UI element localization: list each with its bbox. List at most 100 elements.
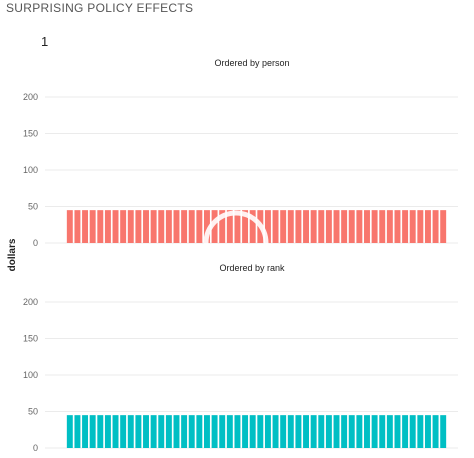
bar bbox=[120, 415, 127, 448]
bar bbox=[379, 415, 386, 448]
y-tick-label: 50 bbox=[28, 202, 38, 212]
bar bbox=[440, 415, 447, 448]
y-tick-label: 150 bbox=[23, 129, 38, 139]
bar bbox=[272, 415, 279, 448]
bar bbox=[402, 415, 409, 448]
bar bbox=[333, 210, 340, 243]
y-tick-label: 0 bbox=[33, 238, 38, 248]
bar bbox=[386, 415, 393, 448]
bar bbox=[348, 210, 355, 243]
bar bbox=[280, 415, 287, 448]
bar bbox=[150, 210, 157, 243]
bar bbox=[242, 210, 249, 243]
bar bbox=[371, 210, 378, 243]
bar bbox=[66, 415, 73, 448]
loading-spinner-icon bbox=[203, 210, 269, 246]
bar bbox=[66, 210, 73, 243]
bar bbox=[89, 210, 96, 243]
bar bbox=[211, 210, 218, 243]
bar bbox=[341, 415, 348, 448]
bar bbox=[303, 415, 309, 448]
bar bbox=[364, 415, 370, 448]
bar bbox=[127, 210, 134, 243]
y-tick-label: 50 bbox=[28, 407, 38, 417]
bar bbox=[257, 415, 264, 448]
bar bbox=[97, 415, 104, 448]
panel-title: Ordered by person bbox=[214, 58, 289, 68]
bar bbox=[181, 415, 188, 448]
bar bbox=[104, 415, 111, 448]
bar bbox=[417, 210, 424, 243]
bar bbox=[341, 210, 348, 243]
bar bbox=[303, 210, 309, 243]
bar bbox=[181, 210, 188, 243]
bar bbox=[158, 415, 165, 448]
bar bbox=[432, 415, 439, 448]
bar bbox=[173, 415, 180, 448]
bar bbox=[135, 210, 142, 243]
bar bbox=[264, 210, 271, 243]
bar bbox=[402, 210, 409, 243]
bar bbox=[234, 415, 241, 448]
bar bbox=[356, 415, 363, 448]
bar bbox=[226, 210, 233, 243]
bar bbox=[82, 415, 89, 448]
bar bbox=[150, 415, 157, 448]
bar bbox=[394, 210, 401, 243]
bar bbox=[440, 210, 447, 243]
bar bbox=[310, 210, 317, 243]
bar bbox=[97, 210, 104, 243]
bar bbox=[310, 415, 317, 448]
chart-panel-1: 0 50 100 150 200 Ordered by person bbox=[23, 58, 458, 248]
bar bbox=[226, 415, 233, 448]
bar bbox=[120, 210, 127, 243]
slide-number: 1 bbox=[41, 34, 49, 49]
bar bbox=[219, 210, 226, 243]
bar bbox=[371, 415, 378, 448]
bar bbox=[196, 210, 203, 243]
bar bbox=[318, 210, 325, 243]
bar bbox=[196, 415, 203, 448]
bar bbox=[234, 210, 241, 243]
y-tick-label: 0 bbox=[33, 443, 38, 453]
bar bbox=[295, 210, 302, 243]
bar bbox=[356, 210, 363, 243]
y-tick-label: 200 bbox=[23, 297, 38, 307]
y-axis-label: dollars bbox=[7, 238, 18, 271]
bar bbox=[417, 415, 424, 448]
bar bbox=[242, 415, 249, 448]
bar bbox=[135, 415, 142, 448]
bar bbox=[386, 210, 393, 243]
bar bbox=[74, 210, 81, 243]
bar bbox=[112, 210, 119, 243]
bar bbox=[188, 210, 195, 243]
bar bbox=[158, 210, 165, 243]
bar bbox=[143, 415, 149, 448]
bar bbox=[432, 210, 439, 243]
bar bbox=[348, 415, 355, 448]
bar bbox=[82, 210, 89, 243]
bar bbox=[325, 210, 332, 243]
bar bbox=[424, 415, 431, 448]
bar bbox=[74, 415, 81, 448]
bar bbox=[204, 210, 210, 243]
bar bbox=[249, 210, 256, 243]
bar bbox=[287, 415, 294, 448]
bar bbox=[264, 415, 271, 448]
bar bbox=[173, 210, 180, 243]
y-tick-label: 100 bbox=[23, 165, 38, 175]
bar bbox=[409, 210, 416, 243]
chart-panel-2: 0 50 100 150 200 Ordered by rank bbox=[23, 263, 458, 453]
bar bbox=[165, 415, 172, 448]
bar bbox=[89, 415, 96, 448]
bar bbox=[379, 210, 386, 243]
bar bbox=[409, 415, 416, 448]
bar bbox=[204, 415, 210, 448]
bar bbox=[219, 415, 226, 448]
bar bbox=[364, 210, 370, 243]
y-tick-label: 100 bbox=[23, 370, 38, 380]
bar bbox=[112, 415, 119, 448]
bar bbox=[143, 210, 149, 243]
bar bbox=[333, 415, 340, 448]
